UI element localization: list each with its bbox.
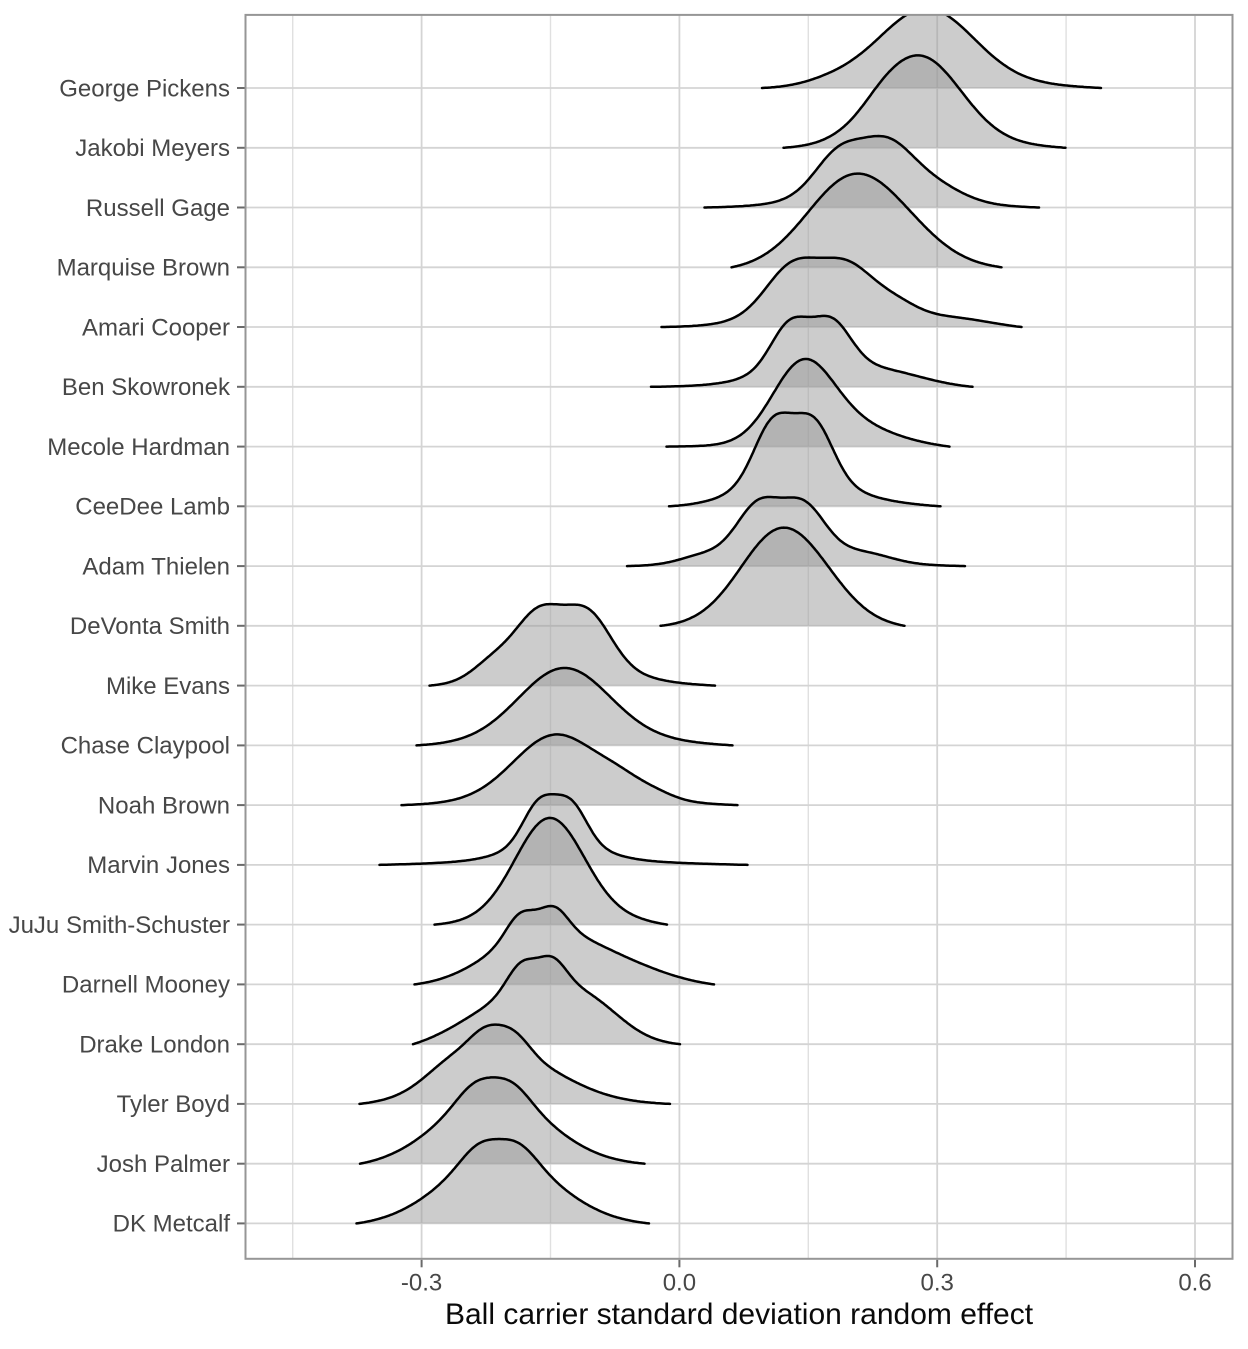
svg-text:Mike Evans: Mike Evans [106, 673, 230, 700]
svg-text:0.6: 0.6 [1178, 1270, 1211, 1297]
svg-text:Marquise Brown: Marquise Brown [57, 255, 230, 282]
svg-text:Noah Brown: Noah Brown [98, 792, 230, 819]
svg-text:Russell Gage: Russell Gage [86, 195, 230, 222]
svg-text:DK Metcalf: DK Metcalf [113, 1211, 231, 1238]
svg-text:Drake London: Drake London [79, 1032, 230, 1059]
svg-text:Tyler Boyd: Tyler Boyd [117, 1091, 230, 1118]
svg-text:Darnell Mooney: Darnell Mooney [62, 972, 230, 999]
svg-text:DeVonta Smith: DeVonta Smith [70, 613, 230, 640]
svg-text:Adam Thielen: Adam Thielen [82, 553, 230, 580]
svg-text:Josh Palmer: Josh Palmer [97, 1151, 230, 1178]
svg-text:0.0: 0.0 [663, 1270, 696, 1297]
svg-text:Ben Skowronek: Ben Skowronek [62, 374, 231, 401]
svg-text:0.3: 0.3 [921, 1270, 954, 1297]
svg-text:JuJu Smith-Schuster: JuJu Smith-Schuster [9, 912, 230, 939]
svg-text:Jakobi Meyers: Jakobi Meyers [75, 135, 230, 162]
svg-text:Amari Cooper: Amari Cooper [82, 314, 230, 341]
svg-text:Mecole Hardman: Mecole Hardman [47, 434, 230, 461]
svg-text:-0.3: -0.3 [401, 1270, 442, 1297]
svg-text:CeeDee Lamb: CeeDee Lamb [75, 494, 230, 521]
svg-text:Chase Claypool: Chase Claypool [61, 733, 230, 760]
svg-text:Ball carrier standard deviatio: Ball carrier standard deviation random e… [445, 1298, 1034, 1331]
svg-text:George Pickens: George Pickens [59, 75, 230, 102]
svg-text:Marvin Jones: Marvin Jones [87, 852, 230, 879]
